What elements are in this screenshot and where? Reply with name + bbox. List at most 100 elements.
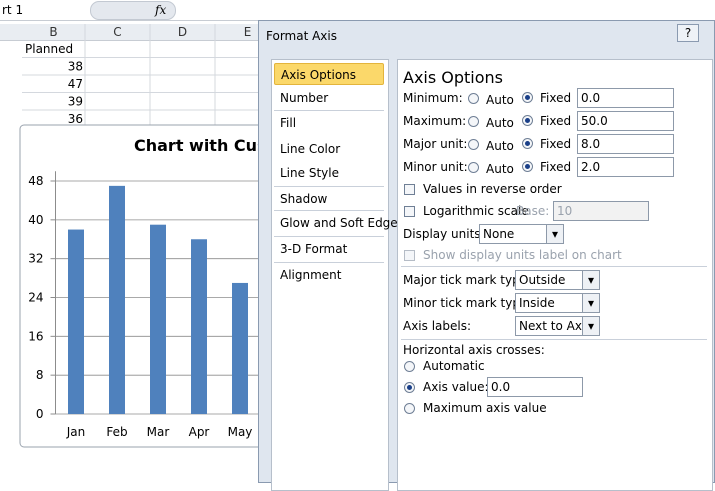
bound-input[interactable]: 50.0 [577,111,674,131]
name-box[interactable]: rt 1 [2,3,24,17]
y-tick-label: 40 [28,213,43,227]
column-header: D [178,25,187,39]
bar [232,282,248,414]
format-axis-dialog: Format Axis ? Axis Options Number Fill Line… [258,20,715,491]
checkbox[interactable] [404,250,415,261]
y-tick-label: 48 [28,174,43,188]
dialog-title: Format Axis [266,29,337,43]
x-tick-label: Jan [66,425,86,439]
nav-item[interactable]: Shadow [280,192,328,206]
radio[interactable] [522,161,533,172]
cell: 36 [68,112,83,126]
bound-label: Minor unit: [403,160,468,174]
log-label: Logarithmic scale [423,204,529,218]
radio[interactable] [468,139,479,150]
y-tick-label: 24 [28,291,43,305]
cell: 47 [68,77,83,91]
bound-label: Major unit: [403,137,468,151]
axis-labels-select[interactable]: Next to Axis [515,316,600,336]
formula-controls [90,1,176,20]
separator [401,266,707,267]
radio[interactable] [522,92,533,103]
major-tick-label: Major tick mark type: [403,273,532,287]
fixed-label: Fixed [540,91,572,105]
separator [274,210,384,211]
major-tick-select[interactable]: Outside [515,270,600,290]
nav-item[interactable]: Line Style [280,166,339,180]
radio[interactable] [404,382,415,393]
radio[interactable] [404,403,415,414]
separator [274,262,384,263]
x-tick-label: Mar [147,425,170,439]
separator [274,110,384,111]
nav-panel: Axis Options Number Fill Line Color Line Sty… [271,59,404,491]
help-button[interactable]: ? [677,24,699,42]
maximum-label: Maximum axis value [423,401,547,415]
display-units-select[interactable]: None [479,224,564,244]
radio[interactable] [522,138,533,149]
cell: 39 [68,95,83,109]
radio[interactable] [468,162,479,173]
automatic-label: Automatic [423,359,485,373]
checkbox[interactable] [404,184,415,195]
cell: 38 [68,60,83,74]
base-label: Base: [516,204,550,218]
bar [191,239,207,414]
axis-labels-label: Axis labels: [403,319,472,333]
y-tick-label: 32 [28,252,43,266]
nav-item[interactable]: Glow and Soft Edges [280,216,404,230]
fixed-label: Fixed [540,114,572,128]
radio[interactable] [404,361,415,372]
bar [68,229,84,414]
nav-item[interactable]: 3-D Format [280,242,348,256]
bound-label: Maximum: [403,114,467,128]
fixed-label: Fixed [540,137,572,151]
separator [401,339,707,340]
nav-item[interactable]: Number [280,91,329,105]
bar [109,185,125,414]
base-input[interactable]: 10 [553,201,649,221]
minor-tick-label: Minor tick mark type: [403,296,532,310]
auto-label: Auto [486,139,514,153]
bound-input[interactable]: 0.0 [577,88,674,108]
fx-icon[interactable]: fx [155,3,167,17]
nav-item[interactable]: Fill [280,116,297,130]
checkbox[interactable] [404,206,415,217]
minor-tick-select[interactable]: Inside [515,293,600,313]
crosses-label: Horizontal axis crosses: [403,343,545,357]
auto-label: Auto [486,93,514,107]
axis-value-input[interactable]: 0.0 [487,377,583,397]
x-tick-label: Apr [189,425,210,439]
column-header: B [49,25,57,39]
radio[interactable] [522,115,533,126]
cell: Planned [25,42,73,56]
column-header: C [113,25,121,39]
display-units-label: Display units: [403,227,485,241]
y-tick-label: 16 [28,329,43,343]
radio[interactable] [468,93,479,104]
separator [274,186,384,187]
nav-item[interactable]: Alignment [280,268,342,282]
options-pane: Axis Options Values in reverse order Log… [397,59,713,491]
fixed-label: Fixed [540,160,572,174]
nav-item[interactable]: Axis Options [274,63,384,85]
separator [274,236,384,237]
show-units-label: Show display units label on chart [423,248,622,262]
pane-heading: Axis Options [403,68,504,87]
axis-value-label: Axis value: [423,380,489,394]
nav-item[interactable]: Line Color [280,142,341,156]
y-tick-label: 8 [36,368,44,382]
radio[interactable] [468,116,479,127]
reverse-label: Values in reverse order [423,182,562,196]
y-tick-label: 0 [36,407,44,421]
auto-label: Auto [486,162,514,176]
bound-input[interactable]: 8.0 [577,134,674,154]
bar [150,224,166,414]
chart-title: Chart with Cust [134,136,275,155]
bound-label: Minimum: [403,91,463,105]
x-tick-label: May [228,425,253,439]
column-header: E [244,25,252,39]
bound-input[interactable]: 2.0 [577,157,674,177]
x-tick-label: Feb [106,425,127,439]
